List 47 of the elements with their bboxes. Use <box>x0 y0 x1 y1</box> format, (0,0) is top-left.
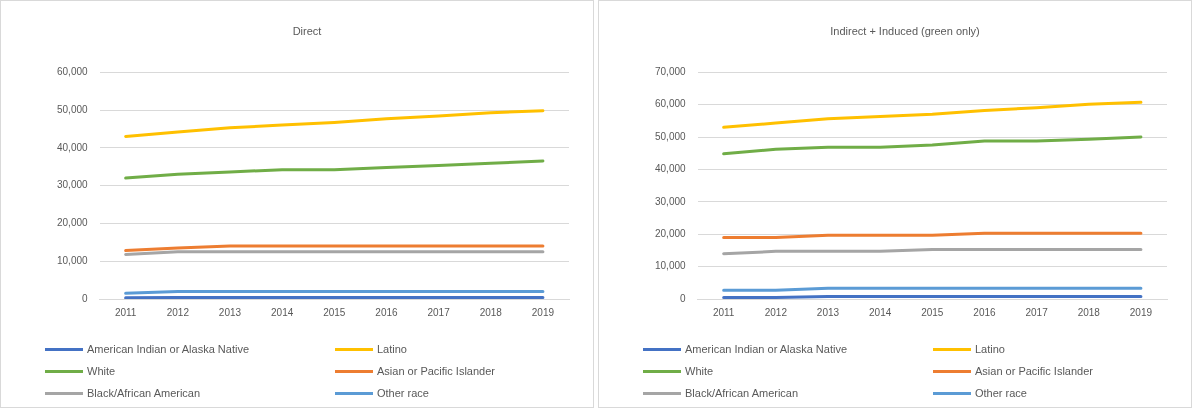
y-tick-label: 10,000 <box>654 260 687 272</box>
y-tick-label: 10,000 <box>56 254 89 266</box>
y-tick-label: 30,000 <box>56 179 89 191</box>
y-tick-label: 50,000 <box>56 103 89 115</box>
y-tick-label: 30,000 <box>654 195 687 207</box>
y-tick-label: 50,000 <box>654 130 687 142</box>
legend-label: American Indian or Alaska Native <box>87 343 250 355</box>
x-tick-label: 2015 <box>323 306 346 318</box>
legend-label: White <box>685 365 714 377</box>
legend-label: Asian or Pacific Islander <box>975 365 1093 377</box>
y-tick-label: 0 <box>82 292 89 304</box>
legend-label: Other race <box>975 387 1027 399</box>
x-tick-label: 2012 <box>764 306 788 318</box>
x-tick-label: 2014 <box>869 306 892 318</box>
x-tick-label: 2017 <box>1025 306 1049 318</box>
x-tick-label: 2013 <box>816 306 840 318</box>
legend-label: Latino <box>975 343 1005 355</box>
x-tick-label: 2015 <box>921 306 944 318</box>
legend-label: Black/African American <box>87 387 201 399</box>
y-tick-label: 60,000 <box>56 65 89 77</box>
x-tick-label: 2014 <box>271 306 294 318</box>
legend-label: Asian or Pacific Islander <box>377 365 495 377</box>
legend-label: White <box>87 365 116 377</box>
chart-title: Indirect + Induced (green only) <box>830 24 980 37</box>
y-tick-label: 60,000 <box>654 98 687 110</box>
x-tick-label: 2013 <box>218 306 242 318</box>
x-tick-label: 2018 <box>479 306 503 318</box>
legend-label: Black/African American <box>685 387 799 399</box>
y-tick-label: 70,000 <box>654 65 687 77</box>
x-tick-label: 2016 <box>375 306 399 318</box>
y-tick-label: 20,000 <box>56 217 89 229</box>
x-tick-label: 2011 <box>712 306 735 318</box>
x-tick-label: 2017 <box>427 306 451 318</box>
chart-title: Direct <box>292 24 322 37</box>
x-tick-label: 2016 <box>973 306 997 318</box>
x-tick-label: 2011 <box>114 306 137 318</box>
legend-label: Latino <box>377 343 407 355</box>
x-tick-label: 2019 <box>531 306 555 318</box>
x-tick-label: 2012 <box>166 306 190 318</box>
y-tick-label: 20,000 <box>654 227 687 239</box>
legend-label: Other race <box>377 387 429 399</box>
legend-label: American Indian or Alaska Native <box>685 343 848 355</box>
y-tick-label: 40,000 <box>654 163 687 175</box>
x-tick-label: 2018 <box>1077 306 1101 318</box>
y-tick-label: 40,000 <box>56 141 89 153</box>
y-tick-label: 0 <box>680 292 687 304</box>
x-tick-label: 2019 <box>1129 306 1153 318</box>
